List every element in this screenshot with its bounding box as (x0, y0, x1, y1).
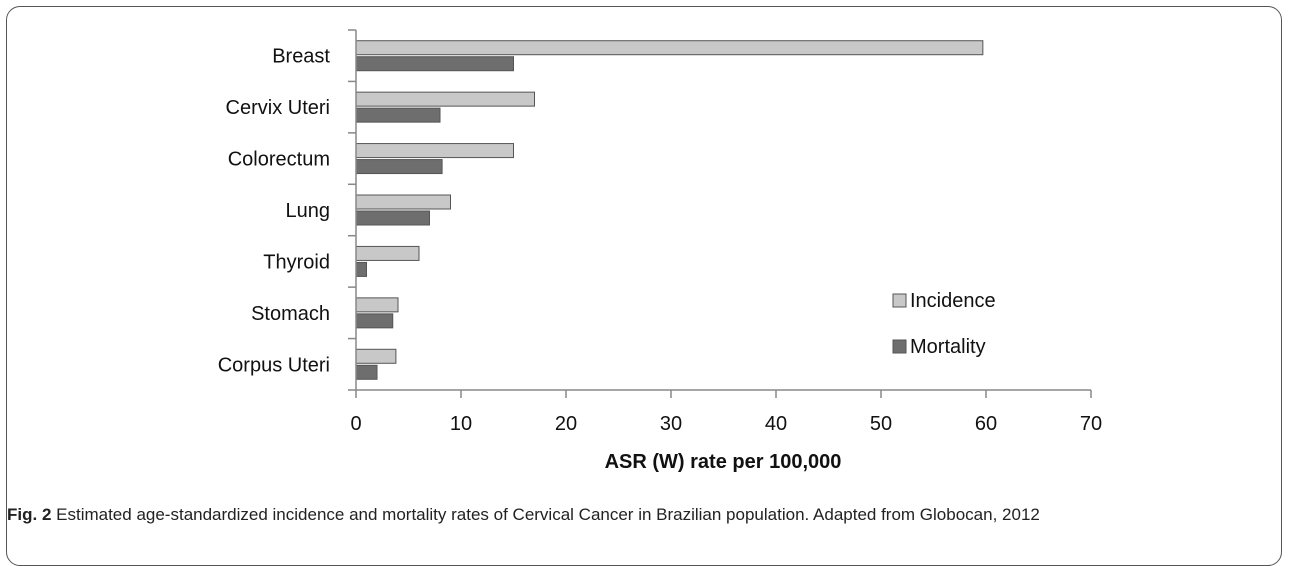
bar-mortality-colorectum (355, 159, 443, 175)
x-tick-label: 20 (555, 413, 577, 435)
legend-swatch-mortality (892, 339, 907, 354)
x-tick-label: 60 (975, 413, 997, 435)
figure-caption: Fig. 2 Estimated age-standardized incide… (7, 505, 1040, 525)
bar-mortality-corpus-uteri (355, 364, 378, 380)
bar-incidence-colorectum (355, 143, 514, 159)
bar-incidence-corpus-uteri (355, 348, 397, 364)
x-tick-label: 40 (765, 413, 787, 435)
legend-label-mortality: Mortality (910, 336, 986, 358)
bar-mortality-stomach (355, 313, 394, 329)
category-label: Cervix Uteri (226, 97, 330, 119)
bar-mortality-lung (355, 210, 430, 226)
category-label: Breast (272, 46, 330, 68)
category-label: Lung (286, 200, 331, 222)
x-tick-label: 50 (870, 413, 892, 435)
x-tick-label: 0 (350, 413, 361, 435)
x-axis-label: ASR (W) rate per 100,000 (605, 451, 842, 473)
legend: Incidence Mortality (892, 290, 996, 358)
category-label: Corpus Uteri (218, 354, 330, 376)
caption-label: Fig. 2 (7, 505, 52, 524)
category-label: Thyroid (263, 251, 330, 273)
bar-mortality-breast (355, 56, 514, 72)
x-tick-labels: 0 10 20 30 40 50 60 70 (350, 413, 1102, 435)
bar-incidence-lung (355, 194, 451, 210)
bar-incidence-thyroid (355, 245, 420, 261)
bar-mortality-thyroid (355, 261, 367, 277)
bar-incidence-stomach (355, 297, 399, 313)
x-tick-label: 30 (660, 413, 682, 435)
bar-incidence-breast (355, 40, 984, 56)
category-labels: Breast Cervix Uteri Colorectum Lung Thyroid S… (218, 46, 331, 377)
legend-swatch-incidence (892, 293, 907, 308)
axes-layer (348, 29, 1092, 398)
x-tick-label: 70 (1080, 413, 1102, 435)
caption-text: Estimated age-standardized incidence and… (51, 505, 1040, 524)
category-label: Colorectum (228, 149, 330, 171)
bar-incidence-cervix-uteri (355, 91, 535, 107)
legend-label-incidence: Incidence (910, 290, 996, 312)
category-label: Stomach (251, 303, 330, 325)
bar-chart: Breast Cervix Uteri Colorectum Lung Thyroid S… (218, 29, 1102, 473)
bar-mortality-cervix-uteri (355, 107, 441, 123)
x-tick-label: 10 (450, 413, 472, 435)
bars-layer (355, 40, 984, 380)
